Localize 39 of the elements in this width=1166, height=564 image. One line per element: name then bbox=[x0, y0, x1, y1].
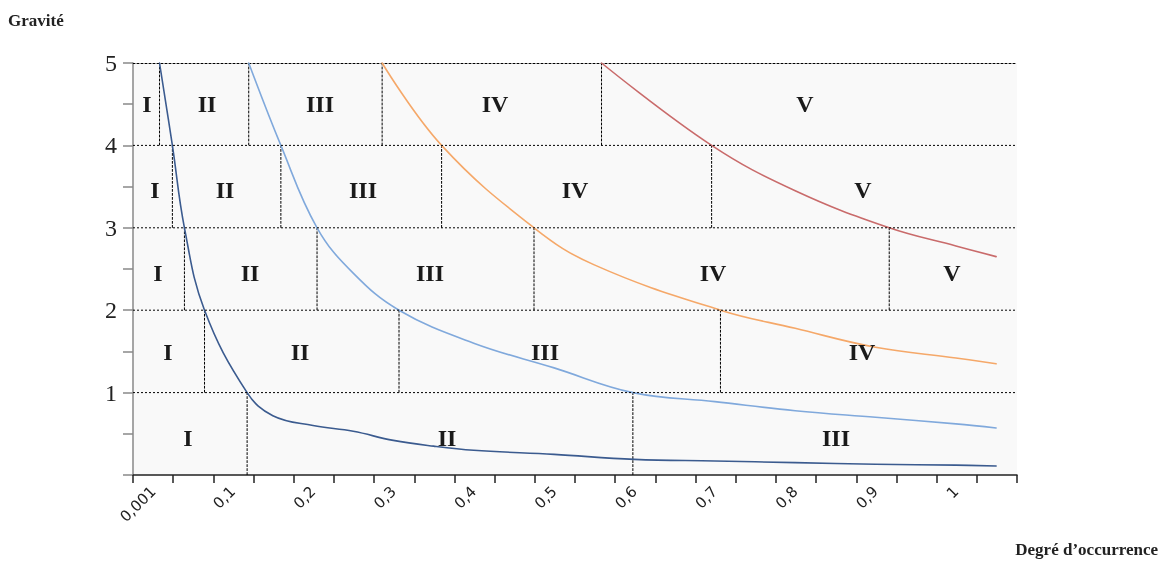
x-tick-label: 0,5 bbox=[530, 482, 561, 513]
annotation: V bbox=[943, 260, 962, 286]
annotation: II bbox=[437, 425, 457, 451]
y-tick-label: 5 bbox=[105, 50, 117, 76]
y-tick-label: 2 bbox=[105, 297, 117, 324]
x-tick-label: 0,7 bbox=[691, 482, 722, 513]
annotation: IV bbox=[848, 339, 876, 365]
x-tick-label: 0,4 bbox=[450, 482, 481, 513]
annotation: II bbox=[197, 91, 217, 117]
annotation: IV bbox=[561, 177, 589, 203]
x-tick-label: 0,1 bbox=[209, 482, 240, 513]
annotation: III bbox=[530, 339, 560, 365]
annotation: I bbox=[163, 339, 173, 365]
annotation: I bbox=[150, 177, 160, 203]
x-tick-label: 0,2 bbox=[289, 482, 320, 513]
x-tick-label: 0,8 bbox=[771, 482, 802, 513]
y-tick-label: 4 bbox=[105, 132, 117, 159]
x-axis-title: Degré d’occurrence bbox=[1015, 540, 1159, 559]
x-tick-label: 0,6 bbox=[611, 482, 641, 513]
annotation: II bbox=[215, 177, 235, 203]
y-tick-label: 3 bbox=[105, 214, 117, 241]
annotation: V bbox=[854, 177, 873, 203]
x-tick-label: 0,9 bbox=[852, 482, 882, 513]
annotation: III bbox=[415, 260, 445, 286]
x-tick-label: 1 bbox=[942, 482, 963, 503]
y-axis-title: Gravité bbox=[8, 11, 65, 30]
annotation: I bbox=[153, 260, 163, 286]
annotation: II bbox=[290, 339, 310, 365]
annotation: III bbox=[305, 91, 335, 117]
y-tick-label: 1 bbox=[105, 379, 117, 406]
annotation: IV bbox=[481, 91, 509, 117]
annotation: II bbox=[240, 260, 260, 286]
annotation: IV bbox=[699, 260, 727, 286]
annotation: I bbox=[183, 425, 193, 451]
annotation: V bbox=[796, 91, 815, 117]
annotation: III bbox=[348, 177, 378, 203]
annotation: III bbox=[821, 425, 851, 451]
x-tick-label: 0,3 bbox=[370, 482, 400, 513]
annotation: I bbox=[142, 91, 152, 117]
